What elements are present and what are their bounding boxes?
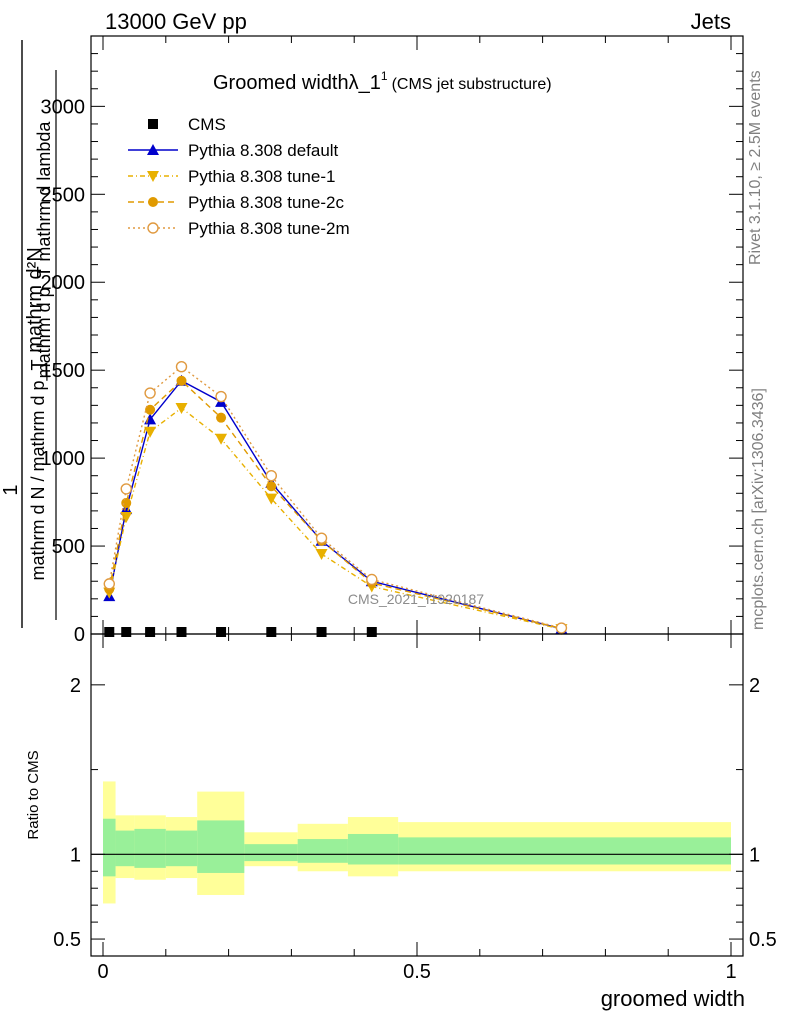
ratio-y-tick-label-right: 2 <box>749 675 760 697</box>
data-point-pythia-8-308-tune-2m <box>175 360 188 373</box>
y-tick-label: 2500 <box>41 184 86 206</box>
data-point-cms <box>216 627 227 637</box>
y-label-numerator: mathrm d²N <box>24 247 46 353</box>
header-process-label: Jets <box>691 9 731 34</box>
legend-marker-pythia-8-308-default <box>147 144 159 155</box>
data-point-pythia-8-308-tune-1 <box>215 433 228 445</box>
main-panel: 0 500 1000 1500 2000 2500 3000 Groomed widthλ_… <box>41 35 744 646</box>
data-point-pythia-8-308-tune-2m <box>265 470 278 482</box>
data-point-cms <box>121 627 132 637</box>
data-point-pythia-8-308-tune-2m <box>555 622 568 634</box>
ratio-y-tick-label: 1 <box>70 844 81 866</box>
data-point-pythia-8-308-tune-2m <box>366 573 378 586</box>
data-point-pythia-8-308-tune-2c <box>216 412 227 423</box>
data-point-pythia-8-308-tune-2c <box>266 481 277 492</box>
ratio-stat-band <box>115 830 135 867</box>
legend-marker-pythia-8-308-tune-2m <box>147 222 159 234</box>
data-point-pythia-8-308-tune-1 <box>175 402 188 414</box>
y-tick-label: 1000 <box>41 448 86 470</box>
data-point-cms <box>104 627 115 637</box>
ratio-axis-ticks: 0.5 0.5 1 1 2 2 0 0.5 1 <box>53 634 777 983</box>
ratio-stat-band <box>197 820 245 873</box>
x-axis-label: groomed width <box>601 986 745 1011</box>
y-tick-label: 0 <box>74 624 85 646</box>
legend-label-pythia-8-308-tune-2c: Pythia 8.308 tune-2c <box>188 193 344 212</box>
data-point-pythia-8-308-tune-2m <box>215 390 227 403</box>
data-point-pythia-8-308-tune-2c <box>145 404 156 415</box>
x-tick-label: 0.5 <box>403 961 431 983</box>
y-label-denominator: mathrm d p_T mathrm d lambda <box>34 121 55 379</box>
data-point-cms <box>316 627 327 637</box>
data-point-pythia-8-308-tune-1 <box>144 426 157 438</box>
side-rivet-info: Rivet 3.1.10, ≥ 2.5M events <box>747 70 764 265</box>
data-point-cms <box>266 627 277 637</box>
ratio-stat-band <box>347 833 399 865</box>
ratio-stat-band <box>134 828 166 868</box>
watermark-analysis-id: CMS_2021_I1920187 <box>348 591 484 607</box>
x-tick-label: 0 <box>97 961 108 983</box>
ratio-y-tick-label-right: 0.5 <box>749 929 777 951</box>
data-point-pythia-8-308-tune-2m <box>315 532 328 544</box>
ratio-stat-band <box>398 837 731 865</box>
legend-label-pythia-8-308-tune-1: Pythia 8.308 tune-1 <box>188 167 335 186</box>
legend-label-pythia-8-308-tune-2m: Pythia 8.308 tune-2m <box>188 219 350 238</box>
legend-marker-pythia-8-308-tune-1 <box>147 171 159 182</box>
y-tick-label: 1500 <box>41 360 86 382</box>
side-source-info: mcplots.cern.ch [arXiv:1306.3436] <box>750 388 767 630</box>
legend-marker-cms <box>148 119 158 129</box>
series-line-pythia-8-308-tune-1 <box>108 407 562 630</box>
ratio-stat-band <box>297 839 348 863</box>
ratio-y-tick-label: 2 <box>70 675 81 697</box>
legend-marker-pythia-8-308-tune-2c <box>148 197 158 207</box>
ratio-stat-band <box>244 844 298 862</box>
ratio-y-axis-label: Ratio to CMS <box>25 750 42 839</box>
data-point-pythia-8-308-tune-1 <box>265 493 278 505</box>
ratio-y-tick-label: 0.5 <box>53 929 81 951</box>
data-point-cms <box>176 627 187 637</box>
data-point-pythia-8-308-tune-2c <box>121 497 132 508</box>
ratio-frame <box>90 633 744 957</box>
data-point-pythia-8-308-tune-2m <box>144 387 156 399</box>
chart-title: Groomed widthλ_11 (CMS jet substructure) <box>213 69 552 94</box>
ratio-stat-band <box>103 818 116 877</box>
main-y-axis-label: mathrm d²N 1 mathrm d p_T mathrm d lambd… <box>0 40 57 628</box>
data-point-pythia-8-308-tune-2c <box>176 375 187 386</box>
data-point-pythia-8-308-tune-1 <box>315 548 328 560</box>
legend-label-cms: CMS <box>188 115 226 134</box>
ratio-panel: 0.5 0.5 1 1 2 2 0 0.5 1 Ratio to CMS groomed wid… <box>25 633 777 1011</box>
ratio-y-tick-label-right: 1 <box>749 844 760 866</box>
data-point-cms <box>145 627 156 637</box>
data-point-pythia-8-308-default <box>120 503 133 515</box>
y-tick-label: 2000 <box>41 272 86 294</box>
ratio-uncertainty-bands <box>91 781 743 904</box>
series-line-pythia-8-308-tune-2c <box>108 379 562 630</box>
main-series-group <box>103 360 568 637</box>
y-label-lower: mathrm d N / mathrm d p_T <box>28 359 49 580</box>
legend: CMS Pythia 8.308 default Pythia 8.308 tune… <box>128 115 350 238</box>
legend-label-pythia-8-308-default: Pythia 8.308 default <box>188 141 339 160</box>
y-label-factor: 1 <box>0 484 22 495</box>
header-energy-label: 13000 GeV pp <box>105 9 247 34</box>
ratio-stat-band <box>165 830 198 867</box>
data-point-cms <box>366 627 377 637</box>
data-point-pythia-8-308-tune-2m <box>103 578 115 590</box>
main-axis-ticks: 0 500 1000 1500 2000 2500 3000 <box>41 36 743 646</box>
data-point-pythia-8-308-tune-2m <box>120 483 132 495</box>
series-line-pythia-8-308-default <box>108 379 562 630</box>
y-tick-label: 500 <box>52 536 85 558</box>
y-tick-label: 3000 <box>41 96 86 118</box>
x-tick-label: 1 <box>725 961 736 983</box>
